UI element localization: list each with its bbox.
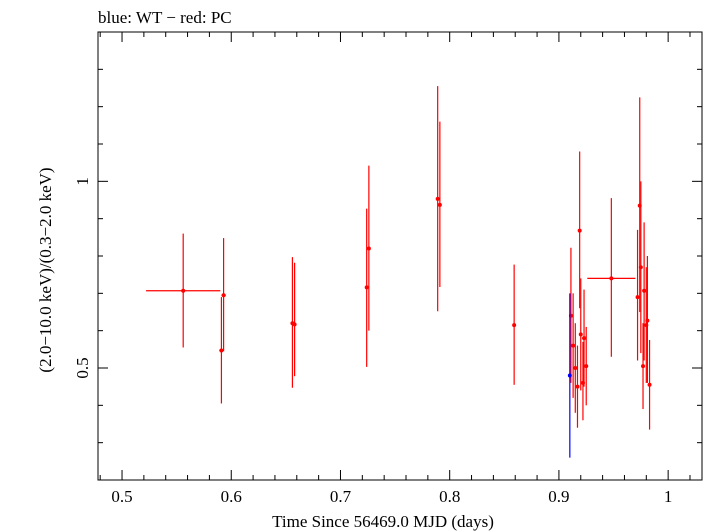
point-marker <box>575 384 580 389</box>
chart-title: blue: WT − red: PC <box>98 8 232 27</box>
data-point-pc <box>638 181 643 354</box>
point-marker <box>584 364 589 369</box>
x-tick-label: 1 <box>664 487 673 506</box>
data-point-pc <box>635 229 640 361</box>
data-point-pc <box>366 165 371 331</box>
point-marker <box>292 322 297 327</box>
point-marker <box>645 318 650 323</box>
point-marker <box>582 336 587 341</box>
y-axis-label: (2.0−10.0 keV)/(0.3−2.0 keV) <box>36 167 55 372</box>
x-tick-label: 0.5 <box>111 487 132 506</box>
point-marker <box>577 228 582 233</box>
data-point-pc <box>647 340 652 430</box>
data-point-pc <box>587 198 636 357</box>
point-marker <box>571 343 576 348</box>
point-marker <box>573 366 578 370</box>
point-marker <box>366 246 371 251</box>
data-point-pc <box>512 264 517 385</box>
data-point-pc <box>645 256 650 383</box>
y-axis-tick-labels: 0.51 <box>73 177 92 379</box>
data-point-pc <box>221 238 226 352</box>
x-axis-label: Time Since 56469.0 MJD (days) <box>272 512 494 531</box>
data-point-pc <box>584 326 589 406</box>
point-marker <box>512 323 517 328</box>
data-point-pc <box>146 233 221 348</box>
point-marker <box>219 348 224 353</box>
point-marker <box>641 364 646 369</box>
y-axis-ticks <box>98 31 702 481</box>
x-axis-tick-labels: 0.5 0.6 0.7 0.8 0.9 1 <box>111 487 672 506</box>
x-axis-ticks <box>99 32 691 480</box>
x-tick-label: 0.7 <box>330 487 352 506</box>
data-point-pc <box>219 297 224 404</box>
point-marker <box>181 288 186 293</box>
x-tick-label: 0.6 <box>221 487 242 506</box>
point-marker <box>638 265 643 270</box>
data-point-pc <box>290 257 295 388</box>
point-marker <box>567 373 572 378</box>
data-point-pc <box>571 293 576 398</box>
data-point-pc <box>573 323 578 413</box>
x-tick-label: 0.9 <box>548 487 569 506</box>
data-point-pc <box>642 222 647 361</box>
point-marker <box>635 295 640 300</box>
point-marker <box>437 202 442 207</box>
point-marker <box>435 196 440 201</box>
y-tick-label: 0.5 <box>73 357 92 378</box>
data-point-pc <box>641 323 646 410</box>
data-point-wt <box>567 293 572 458</box>
data-point-pc <box>435 86 440 312</box>
data-point-pc <box>582 289 587 387</box>
data-point-pc <box>292 262 297 377</box>
y-tick-label: 1 <box>73 177 92 186</box>
point-marker <box>642 288 647 293</box>
x-tick-label: 0.8 <box>439 487 460 506</box>
point-marker <box>221 293 226 298</box>
point-marker <box>609 276 614 281</box>
data-point-pc <box>575 345 580 428</box>
data-point-pc <box>577 151 582 309</box>
data-point-pc <box>364 208 369 367</box>
data-point-pc <box>578 278 583 391</box>
data-points <box>146 86 652 458</box>
data-point-pc <box>437 121 442 287</box>
point-marker <box>647 382 652 387</box>
point-marker <box>364 285 369 290</box>
point-marker <box>578 332 583 337</box>
